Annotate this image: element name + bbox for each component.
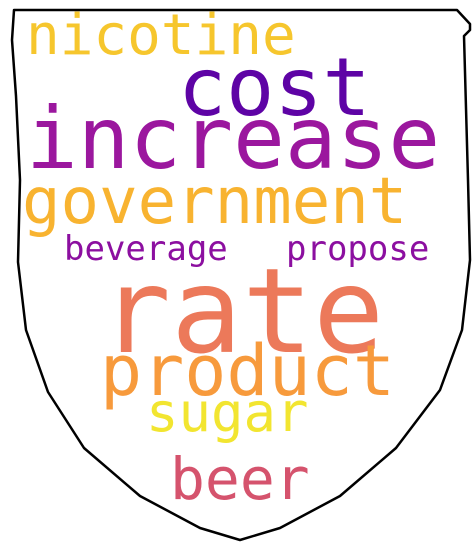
word-propose: propose xyxy=(286,229,430,269)
word-beer: beer xyxy=(170,445,310,513)
word-sugar: sugar xyxy=(146,381,309,444)
word-rate: rate xyxy=(100,242,385,380)
word-nicotine: nicotine xyxy=(26,3,296,68)
word-government: government xyxy=(22,165,408,239)
word-cost: cost xyxy=(178,41,371,134)
word-increase: increase xyxy=(26,89,441,189)
word-beverage: beverage xyxy=(64,229,228,269)
word-product: product xyxy=(100,330,396,412)
